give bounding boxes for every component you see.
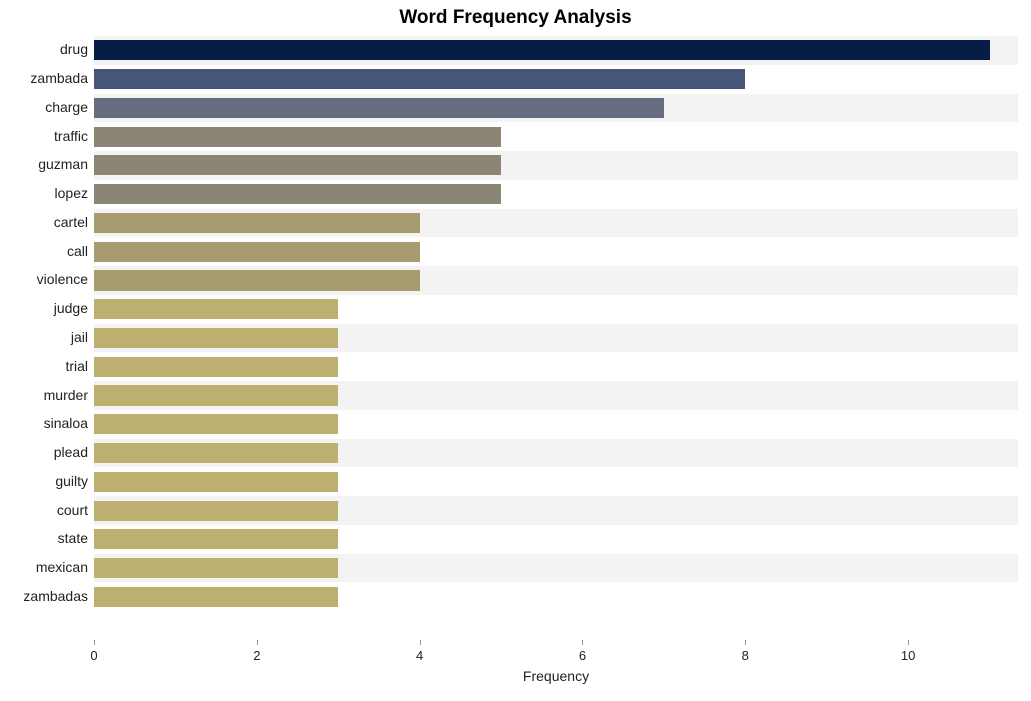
y-tick-label: drug xyxy=(0,41,88,57)
bar-judge xyxy=(94,299,338,319)
bar-traffic xyxy=(94,127,501,147)
bar-drug xyxy=(94,40,990,60)
y-tick-label: court xyxy=(0,502,88,518)
y-tick-label: guilty xyxy=(0,473,88,489)
bar-zambadas xyxy=(94,587,338,607)
y-tick-label: murder xyxy=(0,387,88,403)
y-tick-label: jail xyxy=(0,329,88,345)
x-tick-label: 6 xyxy=(579,648,586,663)
y-tick-label: traffic xyxy=(0,128,88,144)
bar-zambada xyxy=(94,69,745,89)
bar-trial xyxy=(94,357,338,377)
y-tick-label: charge xyxy=(0,99,88,115)
y-tick-label: mexican xyxy=(0,559,88,575)
x-tick xyxy=(745,640,746,645)
bar-guzman xyxy=(94,155,501,175)
x-tick xyxy=(420,640,421,645)
bar-sinaloa xyxy=(94,414,338,434)
y-tick-label: sinaloa xyxy=(0,415,88,431)
x-tick-label: 2 xyxy=(253,648,260,663)
y-tick-label: zambadas xyxy=(0,588,88,604)
y-tick-label: violence xyxy=(0,271,88,287)
y-tick-label: state xyxy=(0,530,88,546)
x-tick xyxy=(257,640,258,645)
x-tick-label: 8 xyxy=(742,648,749,663)
bar-violence xyxy=(94,270,420,290)
y-tick-label: guzman xyxy=(0,156,88,172)
bar-state xyxy=(94,529,338,549)
x-tick-label: 10 xyxy=(901,648,915,663)
word-frequency-chart: Word Frequency Analysis drug zambada charg… xyxy=(0,0,1031,701)
y-tick-label: zambada xyxy=(0,70,88,86)
bar-court xyxy=(94,501,338,521)
y-tick-label: plead xyxy=(0,444,88,460)
x-tick xyxy=(94,640,95,645)
x-axis-title: Frequency xyxy=(523,668,589,684)
y-tick-label: cartel xyxy=(0,214,88,230)
y-tick-label: call xyxy=(0,243,88,259)
bar-mexican xyxy=(94,558,338,578)
x-tick-label: 4 xyxy=(416,648,423,663)
y-tick-label: trial xyxy=(0,358,88,374)
x-tick xyxy=(908,640,909,645)
bar-charge xyxy=(94,98,664,118)
plot-area xyxy=(94,36,1018,640)
x-tick-label: 0 xyxy=(90,648,97,663)
bar-lopez xyxy=(94,184,501,204)
y-tick-label: judge xyxy=(0,300,88,316)
bar-murder xyxy=(94,385,338,405)
bar-plead xyxy=(94,443,338,463)
bar-guilty xyxy=(94,472,338,492)
chart-title: Word Frequency Analysis xyxy=(0,7,1031,29)
x-tick xyxy=(582,640,583,645)
y-tick-label: lopez xyxy=(0,185,88,201)
bar-call xyxy=(94,242,420,262)
bar-cartel xyxy=(94,213,420,233)
bar-jail xyxy=(94,328,338,348)
